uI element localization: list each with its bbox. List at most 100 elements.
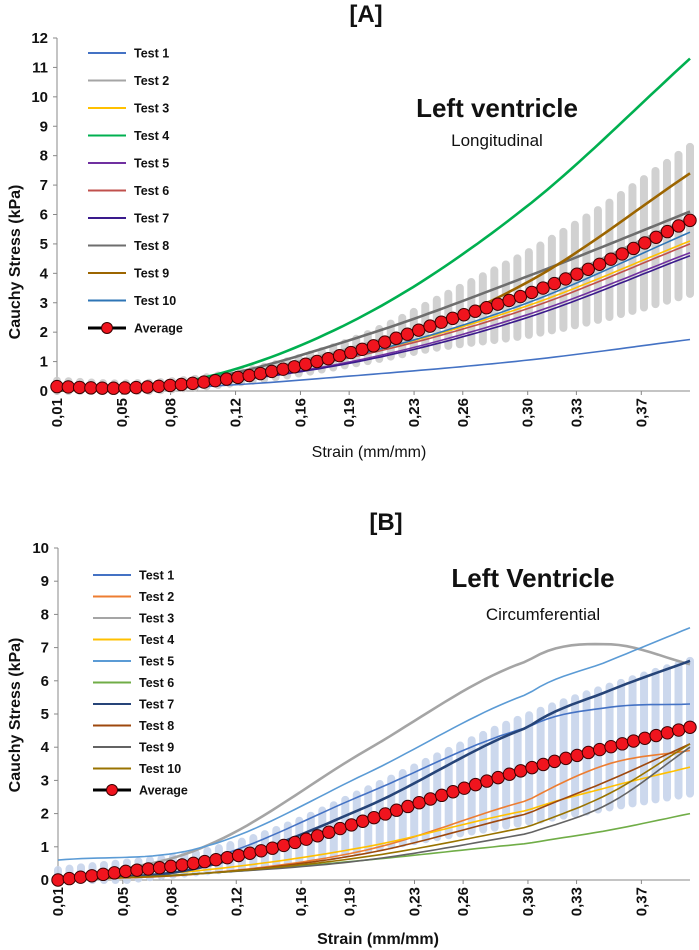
panel-b-average-marker xyxy=(164,859,178,874)
panel-b-region-title: Left Ventricle xyxy=(451,563,614,593)
panel-a-legend-label: Average xyxy=(134,322,183,336)
panel-a-y-tick-label: 10 xyxy=(31,89,48,106)
panel-a-average-marker xyxy=(185,376,200,391)
panel-a-y-tick-label: 11 xyxy=(32,59,48,76)
panel-a-average-marker xyxy=(298,357,313,371)
panel-b-legend-average-marker xyxy=(106,784,118,796)
panel-a-average-marker xyxy=(174,377,189,392)
panel-b-x-tick-label: 0,33 xyxy=(569,887,586,916)
panel-a-legend-label: Test 2 xyxy=(134,74,169,88)
panel-b-average-marker xyxy=(547,754,562,769)
panel-b-y-tick-label: 0 xyxy=(41,872,49,889)
panel-b-average-marker xyxy=(333,821,347,836)
panel-b-average-marker xyxy=(243,846,257,860)
panel-a-y-tick-label: 3 xyxy=(40,295,48,312)
panel-a-y-tick-label: 8 xyxy=(40,148,48,165)
panel-a-average-marker xyxy=(570,267,584,281)
panel-b-average-marker xyxy=(367,810,381,825)
panel-b-average-marker xyxy=(310,829,325,843)
panel-b-legend-label: Test 2 xyxy=(139,590,174,604)
panel-b-average-marker xyxy=(299,832,313,846)
panel-a-y-tick-label: 12 xyxy=(31,30,48,47)
panel-b-y-tick-label: 2 xyxy=(41,806,49,823)
panel-a-average-marker xyxy=(457,308,471,322)
panel-a-average-marker xyxy=(287,360,302,374)
panel-a-average-marker xyxy=(626,241,641,256)
panel-b-average-marker xyxy=(322,825,336,839)
panel-b-average-marker xyxy=(220,850,234,865)
panel-b-x-tick-label: 0,08 xyxy=(163,887,180,916)
panel-b-average-marker xyxy=(514,764,528,778)
panel-a-average-marker xyxy=(310,354,324,369)
panel-a-legend-average-marker xyxy=(101,322,113,334)
panel-a-legend-label: Test 1 xyxy=(134,47,169,61)
panel-a-x-tick-label: 0,12 xyxy=(228,398,245,427)
panel-a-average-marker xyxy=(72,380,87,395)
panel-b-y-axis-label: Cauchy Stress (kPa) xyxy=(7,638,24,793)
panel-a-average-marker xyxy=(412,323,426,337)
panel-b-average-marker xyxy=(107,866,122,880)
panel-a-average-marker xyxy=(615,247,629,261)
panel-a-average-marker xyxy=(479,301,494,315)
panel-b-series-line-test-7 xyxy=(57,659,691,882)
panel-a-average-marker xyxy=(558,272,573,286)
panel-b-average-marker xyxy=(468,777,483,792)
panel-a-average-marker xyxy=(140,380,155,394)
panel-b-x-tick-label: 0,12 xyxy=(228,887,245,916)
panel-b-legend-label: Average xyxy=(139,784,188,798)
panel-b-title: [B] xyxy=(369,509,402,536)
panel-a-y-tick-label: 7 xyxy=(40,177,48,194)
panel-a-average-marker xyxy=(344,345,358,360)
panel-b-x-tick-label: 0,01 xyxy=(50,887,67,916)
panel-a-title: [A] xyxy=(349,1,382,28)
panel-a-average-marker xyxy=(445,311,460,326)
panel-b-average-marker xyxy=(615,737,629,751)
panel-a-average-marker xyxy=(197,375,211,389)
panel-b-average-marker xyxy=(231,848,246,863)
panel-b-average-marker xyxy=(491,770,505,785)
panel-a-x-tick-label: 0,05 xyxy=(114,398,131,427)
panel-b-average-marker xyxy=(423,792,438,806)
panel-b-x-tick-label: 0,37 xyxy=(633,887,650,916)
panel-b-x-tick-label: 0,26 xyxy=(455,887,472,916)
panel-a-direction-label: Longitudinal xyxy=(451,131,543,150)
panel-a-y-tick-label: 5 xyxy=(40,236,48,253)
panel-a-average-marker xyxy=(253,366,268,381)
panel-b-average-marker xyxy=(356,814,370,828)
panel-b-average-marker xyxy=(570,748,584,763)
panel-a-average-marker xyxy=(638,236,652,250)
panel-b-y-tick-label: 8 xyxy=(41,606,49,623)
panel-b-direction-label: Circumferential xyxy=(486,605,600,624)
panel-a-average-marker xyxy=(84,381,98,395)
panel-a-chart: [A] Cauchy Stress (kPa) Strain (mm/mm) L… xyxy=(7,1,697,461)
panel-a-average-marker xyxy=(547,276,562,291)
panel-b-legend-label: Test 3 xyxy=(139,612,174,626)
panel-a-x-tick-label: 0,23 xyxy=(406,398,423,427)
panel-b-average-marker xyxy=(626,734,641,748)
panel-a-average-marker xyxy=(208,373,222,388)
panel-a-average-marker xyxy=(378,335,392,349)
panel-a-y-tick-label: 9 xyxy=(40,118,48,135)
panel-b-average-marker xyxy=(186,856,201,871)
panel-a-x-axis-label: Strain (mm/mm) xyxy=(312,444,427,461)
panel-a-x-tick-label: 0,01 xyxy=(49,398,66,427)
panel-b-legend-label: Test 4 xyxy=(139,633,174,647)
panel-b-legend-label: Test 7 xyxy=(139,698,174,712)
panel-b-series-line-test-3 xyxy=(57,642,691,882)
panel-b-average-marker xyxy=(265,841,280,855)
panel-a-average-marker xyxy=(423,319,437,333)
panel-b-average-marker xyxy=(141,862,155,876)
panel-b-x-tick-label: 0,23 xyxy=(407,887,424,916)
panel-b-average-marker xyxy=(525,760,539,775)
panel-a-y-tick-label: 1 xyxy=(40,354,48,371)
panel-a-average-marker xyxy=(219,372,234,386)
panel-b-average-marker xyxy=(389,803,404,817)
panel-b-x-tick-label: 0,16 xyxy=(293,887,310,916)
panel-a-average-marker xyxy=(468,304,482,318)
panel-a-average-marker xyxy=(355,342,369,356)
panel-a-average-marker xyxy=(332,348,347,363)
panel-a-average-marker xyxy=(231,370,245,385)
panel-b-average-marker xyxy=(593,742,607,757)
panel-b-average-marker xyxy=(62,871,76,886)
panel-b-y-tick-label: 1 xyxy=(41,839,49,856)
